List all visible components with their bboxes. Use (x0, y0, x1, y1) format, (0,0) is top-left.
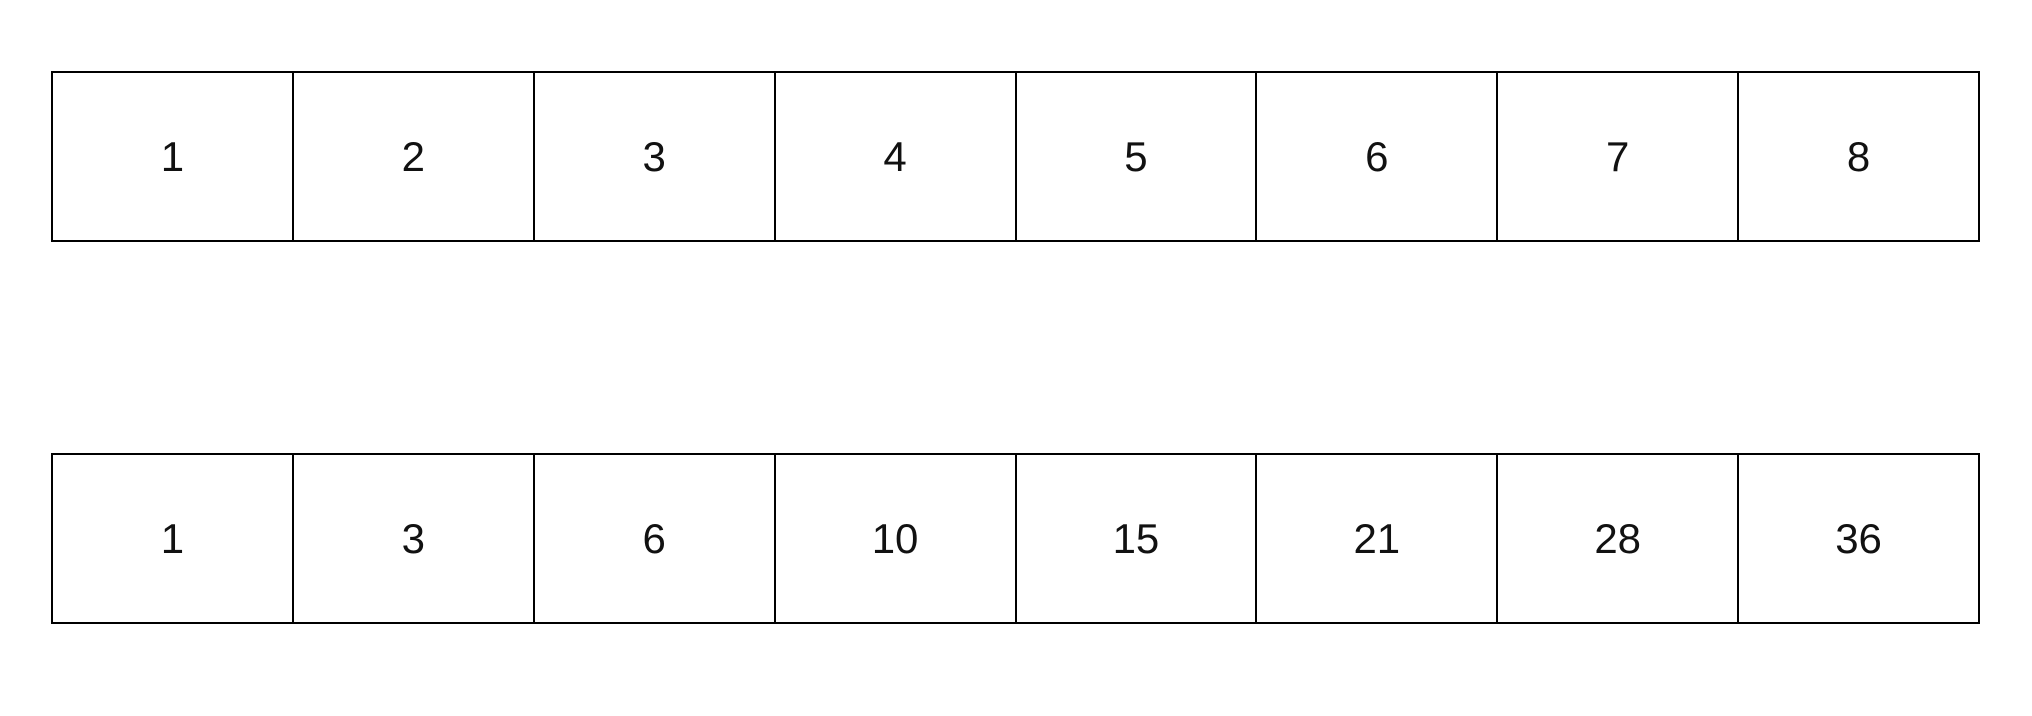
array-cell: 36 (1737, 455, 1978, 622)
array-cell: 28 (1496, 455, 1737, 622)
array-cell: 8 (1737, 73, 1978, 240)
prefix-sum-array-row: 1 3 6 10 15 21 28 36 (51, 453, 1980, 624)
array-cell: 1 (160, 132, 185, 180)
array-cell: 15 (1014, 455, 1256, 622)
array-cell: 10 (773, 455, 1015, 622)
array-cell: 1 (160, 514, 185, 562)
array-cell: 6 (1255, 73, 1496, 240)
array-cell: 2 (291, 73, 533, 240)
array-cell: 4 (773, 73, 1015, 240)
array-cell: 3 (532, 73, 774, 240)
array-cell: 5 (1014, 73, 1256, 240)
array-cell: 21 (1255, 455, 1496, 622)
array-cell: 6 (532, 455, 774, 622)
array-cell: 7 (1496, 73, 1737, 240)
input-array-row: 1 2 3 4 5 6 7 8 (51, 71, 1980, 242)
array-cell: 3 (291, 455, 533, 622)
